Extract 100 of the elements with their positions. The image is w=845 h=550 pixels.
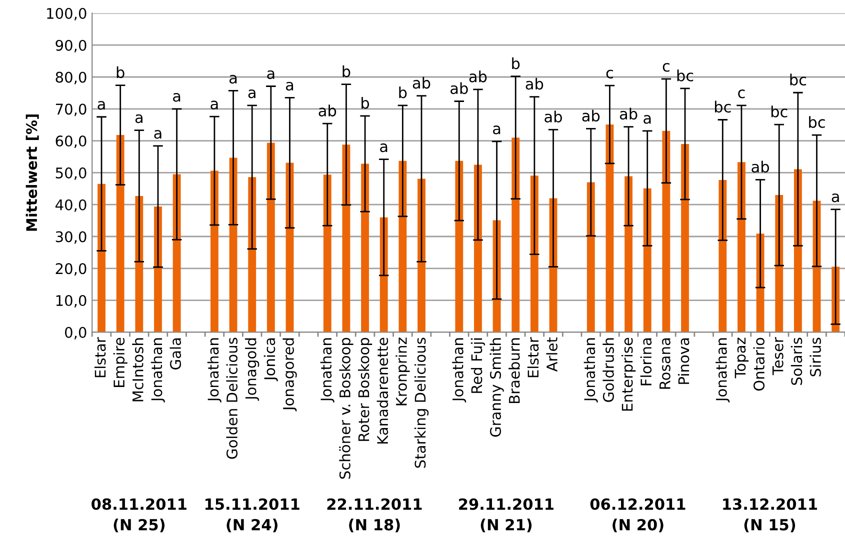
annotation: c xyxy=(738,89,745,98)
annotation: a xyxy=(173,93,180,102)
bar xyxy=(380,217,388,332)
x-tick-label: McIntosh xyxy=(132,338,144,402)
annotation: bc xyxy=(714,100,731,113)
y-tick-label: 90,0 xyxy=(56,40,86,52)
x-tick-label: Jonathan xyxy=(584,338,598,402)
y-tick-label: 70,0 xyxy=(56,104,86,116)
annotation: ab xyxy=(752,160,769,173)
bar xyxy=(474,164,482,332)
bar xyxy=(154,206,162,332)
x-tick-label: Jonathan xyxy=(716,338,730,402)
y-tick-label: 10,0 xyxy=(56,295,86,308)
annotation: a xyxy=(267,70,274,80)
bar xyxy=(718,180,727,332)
annotation: ab xyxy=(620,108,638,120)
annotation: ab xyxy=(450,82,468,94)
annotation: bc xyxy=(677,70,694,82)
bar xyxy=(624,176,632,332)
x-tick-label: Sirius xyxy=(810,338,821,376)
annotation: a xyxy=(210,100,218,110)
x-tick-label: Empire xyxy=(113,338,128,387)
bar xyxy=(586,182,595,332)
annotation: a xyxy=(230,74,237,84)
x-tick-label: Enterprise xyxy=(621,338,636,411)
y-tick-label: 60,0 xyxy=(56,136,86,148)
x-tick-label: Florina xyxy=(640,338,652,386)
bar xyxy=(681,144,689,332)
x-tick-label: Roter Boskoop xyxy=(358,338,372,441)
y-tick-label: 0,0 xyxy=(65,326,86,340)
bar xyxy=(738,162,746,332)
x-tick-label: Jonathan xyxy=(150,338,165,402)
bar xyxy=(643,188,652,332)
bar xyxy=(398,160,407,332)
y-tick-label: 100,0 xyxy=(47,8,86,20)
text: 08.11.2011 (N 25) xyxy=(92,498,186,532)
bar xyxy=(512,138,520,332)
text: 15.11.2011 (N 24) xyxy=(205,498,300,532)
bar xyxy=(606,124,614,332)
annotation: bc xyxy=(771,106,788,118)
annotation: ab xyxy=(469,70,487,82)
annotation: ab xyxy=(582,110,600,122)
text: 06.12.2011 (N 20) xyxy=(590,498,686,532)
annotation: bc xyxy=(790,74,806,86)
bar xyxy=(455,160,464,332)
x-tick-label: Pinova xyxy=(678,338,690,384)
x-tick-label: Ontario xyxy=(753,338,765,391)
x-tick-label: Elstar xyxy=(527,337,539,378)
y-tick-label: 20,0 xyxy=(56,263,86,276)
annotation: ab xyxy=(412,76,430,89)
annotation: a xyxy=(832,193,839,202)
bar xyxy=(98,184,106,332)
bar xyxy=(266,142,275,332)
annotation: c xyxy=(662,63,670,72)
y-tick-label: 40,0 xyxy=(55,199,86,212)
x-tick-label: Jonathan xyxy=(207,338,222,402)
x-tick-label: Kanadarenette xyxy=(376,338,388,444)
x-tick-label: Braeburn xyxy=(508,338,520,404)
text: 22.11.2011 (N 18) xyxy=(327,498,422,532)
x-tick-label: Granny Smith xyxy=(490,338,504,437)
annotation: ab xyxy=(526,78,544,90)
x-tick-label: Kronprinz xyxy=(396,338,410,406)
annotation: b xyxy=(116,66,124,78)
annotation: a xyxy=(248,89,256,98)
x-tick-label: Jonathan xyxy=(452,338,466,402)
x-tick-label: Jonagored xyxy=(282,338,297,412)
x-tick-label: Solaris xyxy=(790,338,802,385)
x-tick-label: Gala xyxy=(170,338,182,370)
bar xyxy=(172,174,181,332)
annotation: a xyxy=(98,100,105,110)
annotation: b xyxy=(512,57,520,70)
annotation: a xyxy=(154,130,162,139)
annotation: b xyxy=(342,65,350,78)
x-tick-label: Golden Delicious xyxy=(226,338,238,459)
x-tick-label: Jonica xyxy=(264,338,278,382)
y-tick-label: 80,0 xyxy=(56,72,86,84)
x-tick-label: Teser xyxy=(772,337,784,376)
bar xyxy=(662,130,670,332)
annotation: ab xyxy=(544,110,562,123)
annotation: a xyxy=(135,114,142,124)
annotation: b xyxy=(362,96,370,109)
bar xyxy=(530,176,538,332)
text: 29.11.2011 (N 21) xyxy=(459,498,554,532)
x-tick-label: Goldrush xyxy=(602,338,614,402)
annotation: bc xyxy=(809,116,825,128)
bar xyxy=(418,178,426,332)
bar xyxy=(794,169,802,332)
bar xyxy=(361,164,369,332)
annotation: b xyxy=(399,86,407,98)
text: 13.12.2011 (N 15) xyxy=(723,498,817,532)
x-tick-label: Topaz xyxy=(734,338,749,378)
x-tick-label: Starking Delicious xyxy=(414,338,429,468)
annotation: c xyxy=(606,70,613,78)
x-tick-label: Jonathan xyxy=(320,338,334,402)
x-tick-label: Red Fuji xyxy=(470,338,486,393)
bar xyxy=(210,170,218,332)
y-tick-label: 30,0 xyxy=(56,231,86,244)
x-tick-label: Schöner v. Boskoop xyxy=(339,338,354,479)
y-tick-label: 50,0 xyxy=(56,167,86,180)
y-axis-title: Mittelwert [%] xyxy=(26,114,39,231)
